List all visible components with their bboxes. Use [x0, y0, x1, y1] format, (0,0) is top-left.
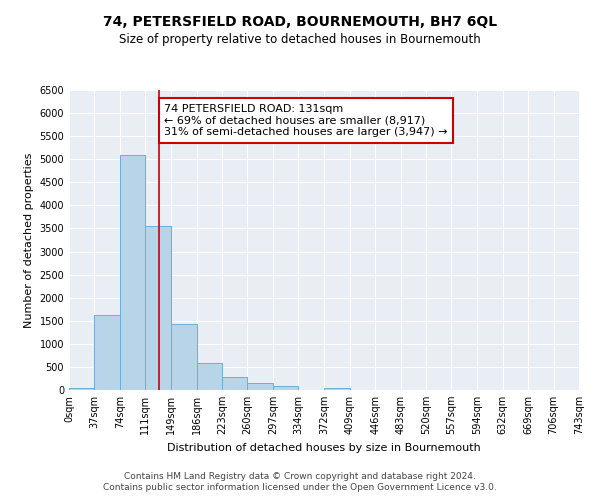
Text: Contains HM Land Registry data © Crown copyright and database right 2024.: Contains HM Land Registry data © Crown c… — [124, 472, 476, 481]
Bar — [171, 324, 197, 390]
X-axis label: Distribution of detached houses by size in Bournemouth: Distribution of detached houses by size … — [167, 442, 481, 452]
Bar — [69, 388, 94, 390]
Bar — [197, 363, 222, 390]
Bar — [145, 226, 171, 390]
Bar — [222, 376, 247, 390]
Bar — [94, 315, 120, 390]
Bar — [325, 388, 350, 390]
Text: Contains public sector information licensed under the Open Government Licence v3: Contains public sector information licen… — [103, 484, 497, 492]
Text: 74, PETERSFIELD ROAD, BOURNEMOUTH, BH7 6QL: 74, PETERSFIELD ROAD, BOURNEMOUTH, BH7 6… — [103, 15, 497, 29]
Bar — [273, 386, 298, 390]
Bar — [247, 383, 273, 390]
Text: 74 PETERSFIELD ROAD: 131sqm
← 69% of detached houses are smaller (8,917)
31% of : 74 PETERSFIELD ROAD: 131sqm ← 69% of det… — [164, 104, 448, 137]
Text: Size of property relative to detached houses in Bournemouth: Size of property relative to detached ho… — [119, 32, 481, 46]
Bar — [120, 154, 145, 390]
Y-axis label: Number of detached properties: Number of detached properties — [24, 152, 34, 328]
